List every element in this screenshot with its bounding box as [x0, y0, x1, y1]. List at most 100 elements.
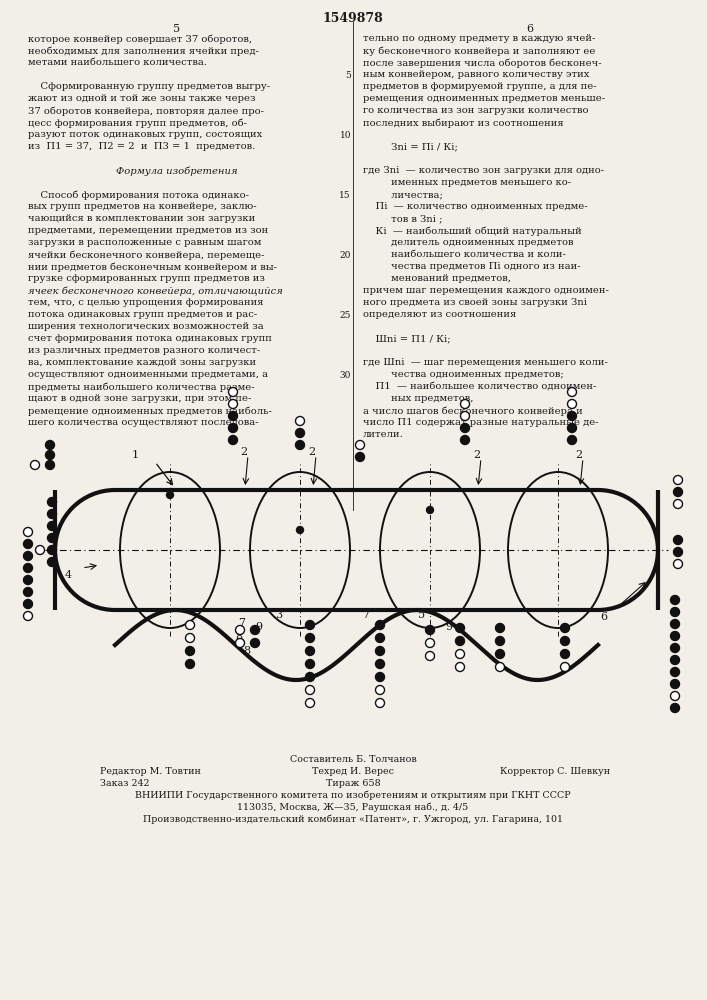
- Circle shape: [185, 660, 194, 668]
- Circle shape: [296, 416, 305, 426]
- Text: нии предметов бесконечным конвейером и вы-: нии предметов бесконечным конвейером и в…: [28, 262, 277, 271]
- Circle shape: [455, 624, 464, 633]
- Text: 8: 8: [235, 632, 242, 642]
- Text: 6: 6: [600, 612, 607, 622]
- Text: Производственно-издательский комбинат «Патент», г. Ужгород, ул. Гагарина, 101: Производственно-издательский комбинат «П…: [143, 815, 563, 824]
- Circle shape: [375, 686, 385, 694]
- Text: из  П1 = 37,  П2 = 2  и  П3 = 1  предметов.: из П1 = 37, П2 = 2 и П3 = 1 предметов.: [28, 142, 255, 151]
- Circle shape: [674, 548, 682, 556]
- Circle shape: [674, 488, 682, 496]
- Text: наибольшего количества и коли-: наибольшего количества и коли-: [363, 250, 566, 259]
- Circle shape: [23, 540, 33, 548]
- Text: ва, комплектование каждой зоны загрузки: ва, комплектование каждой зоны загрузки: [28, 358, 256, 367]
- Circle shape: [305, 634, 315, 643]
- Circle shape: [670, 644, 679, 652]
- Text: 113035, Москва, Ж—35, Раушская наб., д. 4/5: 113035, Москва, Ж—35, Раушская наб., д. …: [238, 803, 469, 812]
- Circle shape: [47, 546, 57, 554]
- Text: 9: 9: [445, 622, 452, 632]
- Text: 5: 5: [173, 24, 180, 34]
- Circle shape: [670, 607, 679, 616]
- Circle shape: [23, 587, 33, 596]
- Circle shape: [375, 620, 385, 630]
- Text: определяют из соотношения: определяют из соотношения: [363, 310, 516, 319]
- Text: Техред И. Верес: Техред И. Верес: [312, 767, 394, 776]
- Circle shape: [235, 639, 245, 648]
- Circle shape: [23, 599, 33, 608]
- Circle shape: [375, 634, 385, 643]
- Text: которое конвейер совершает 37 оборотов,: которое конвейер совершает 37 оборотов,: [28, 34, 252, 43]
- Text: 3: 3: [275, 610, 282, 620]
- Circle shape: [460, 399, 469, 408]
- Text: П1  — наибольшее количество одноимен-: П1 — наибольшее количество одноимен-: [363, 382, 597, 391]
- Text: тов в Зni ;: тов в Зni ;: [363, 214, 443, 223]
- Circle shape: [455, 662, 464, 672]
- Text: ремещение одноименных предметов наиболь-: ремещение одноименных предметов наиболь-: [28, 406, 272, 416]
- Circle shape: [674, 536, 682, 544]
- Text: Сформированную группу предметов выгру-: Сформированную группу предметов выгру-: [28, 82, 270, 91]
- Circle shape: [45, 460, 54, 470]
- Circle shape: [228, 436, 238, 444]
- Circle shape: [305, 620, 315, 630]
- Circle shape: [568, 436, 576, 444]
- Text: потока одинаковых групп предметов и рас-: потока одинаковых групп предметов и рас-: [28, 310, 257, 319]
- Circle shape: [455, 650, 464, 658]
- Circle shape: [30, 460, 40, 470]
- Text: Зni = Пi / Кi;: Зni = Пi / Кi;: [363, 142, 458, 151]
- Circle shape: [375, 698, 385, 708]
- Circle shape: [674, 499, 682, 508]
- Text: ным конвейером, равного количеству этих: ным конвейером, равного количеству этих: [363, 70, 590, 79]
- Circle shape: [356, 440, 365, 450]
- Circle shape: [23, 611, 33, 620]
- Text: 2: 2: [240, 447, 247, 457]
- Text: 5: 5: [345, 72, 351, 81]
- Circle shape: [235, 626, 245, 635]
- Text: 15: 15: [339, 192, 351, 200]
- Circle shape: [47, 510, 57, 518]
- Circle shape: [305, 698, 315, 708]
- Text: Способ формирования потока одинако-: Способ формирования потока одинако-: [28, 190, 249, 200]
- Text: число П1 содержат разные натуральные де-: число П1 содержат разные натуральные де-: [363, 418, 599, 427]
- Circle shape: [455, 637, 464, 646]
- Circle shape: [356, 452, 365, 462]
- Text: предметами, перемещении предметов из зон: предметами, перемещении предметов из зон: [28, 226, 268, 235]
- Text: грузке сформированных групп предметов из: грузке сформированных групп предметов из: [28, 274, 265, 283]
- Text: 8: 8: [243, 646, 250, 656]
- Text: щают в одной зоне загрузки, при этом пе-: щают в одной зоне загрузки, при этом пе-: [28, 394, 252, 403]
- Text: лители.: лители.: [363, 430, 404, 439]
- Text: после завершения числа оборотов бесконеч-: после завершения числа оборотов бесконеч…: [363, 58, 602, 68]
- Circle shape: [496, 662, 505, 672]
- Circle shape: [674, 560, 682, 568]
- Circle shape: [561, 637, 570, 646]
- Circle shape: [45, 440, 54, 450]
- Text: 2: 2: [308, 447, 315, 457]
- Circle shape: [670, 680, 679, 688]
- Circle shape: [228, 424, 238, 432]
- Text: чества одноименных предметов;: чества одноименных предметов;: [363, 370, 563, 379]
- Text: Тираж 658: Тираж 658: [326, 779, 380, 788]
- Circle shape: [23, 564, 33, 572]
- Text: чества предметов Пi одного из наи-: чества предметов Пi одного из наи-: [363, 262, 580, 271]
- Circle shape: [670, 692, 679, 700]
- Text: тем, что, с целью упрощения формирования: тем, что, с целью упрощения формирования: [28, 298, 264, 307]
- Text: ных предметов,: ных предметов,: [363, 394, 474, 403]
- Circle shape: [305, 647, 315, 656]
- Circle shape: [674, 476, 682, 485]
- Circle shape: [460, 436, 469, 444]
- Circle shape: [375, 660, 385, 668]
- Circle shape: [296, 440, 305, 450]
- Text: Заказ 242: Заказ 242: [100, 779, 149, 788]
- Text: жают из одной и той же зоны также через: жают из одной и той же зоны также через: [28, 94, 255, 103]
- Circle shape: [568, 424, 576, 432]
- Text: 2: 2: [575, 450, 582, 460]
- Circle shape: [496, 624, 505, 633]
- Text: предметы наибольшего количества разме-: предметы наибольшего количества разме-: [28, 382, 255, 391]
- Circle shape: [375, 672, 385, 682]
- Circle shape: [185, 620, 194, 630]
- Text: где Шni  — шаг перемещения меньшего коли-: где Шni — шаг перемещения меньшего коли-: [363, 358, 608, 367]
- Text: метами наибольшего количества.: метами наибольшего количества.: [28, 58, 207, 67]
- Circle shape: [23, 528, 33, 536]
- Text: причем шаг перемещения каждого одноимен-: причем шаг перемещения каждого одноимен-: [363, 286, 609, 295]
- Text: го количества из зон загрузки количество: го количества из зон загрузки количество: [363, 106, 588, 115]
- Circle shape: [305, 660, 315, 668]
- Circle shape: [228, 387, 238, 396]
